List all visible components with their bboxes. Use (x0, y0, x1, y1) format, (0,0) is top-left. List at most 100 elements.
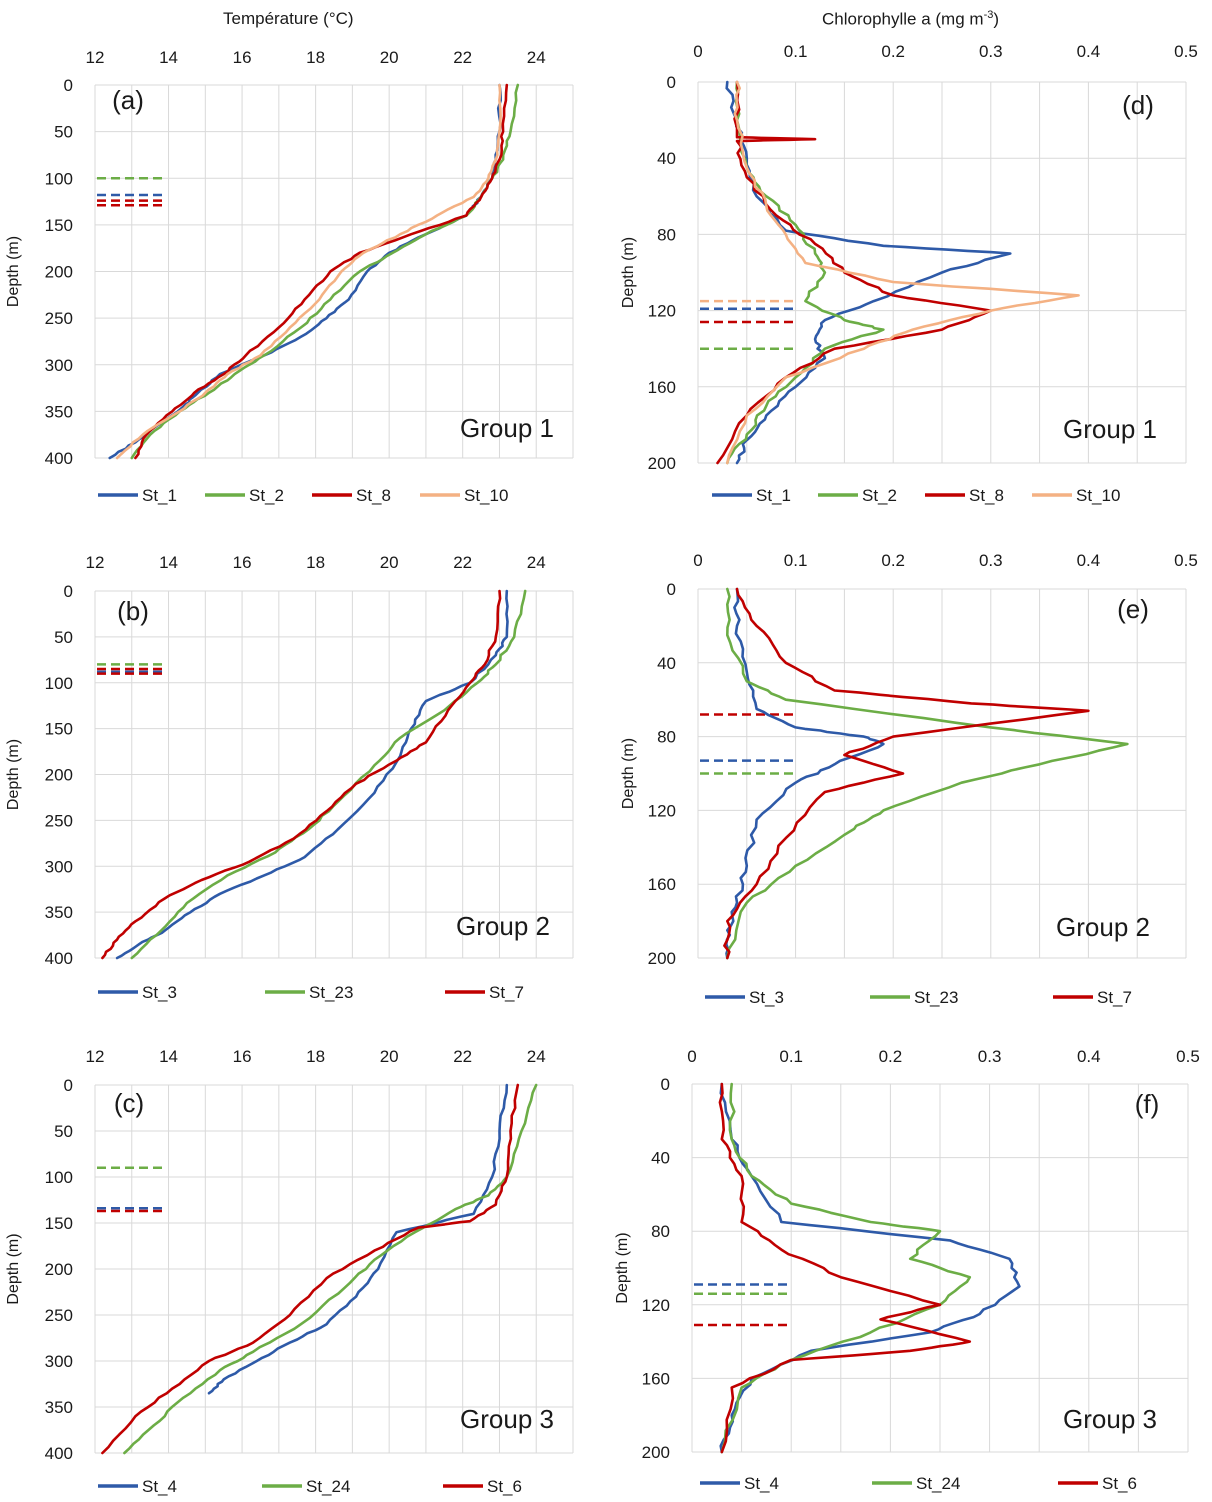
group-label: Group 3 (460, 1404, 554, 1434)
legend-item-st-23: St_23 (265, 983, 353, 1002)
legend-item-st-2: St_2 (818, 486, 897, 505)
x-tick-label: 20 (380, 553, 399, 572)
series-line-st-10 (115, 83, 502, 460)
x-tick-label: 22 (453, 553, 472, 572)
chlorophyll-axis-title: Chlorophylle a (mg m-3) (822, 9, 999, 30)
x-tick-label: 0 (687, 1047, 696, 1066)
legend-item-st-3: St_3 (98, 983, 177, 1002)
temperature-axis-title: Température (°C) (223, 9, 354, 28)
group-label: Group 2 (456, 911, 550, 941)
y-tick-label: 200 (648, 454, 676, 473)
y-tick-label: 150 (45, 720, 73, 739)
chlorophyll-title-sup: -3 (983, 9, 994, 21)
y-tick-label: 200 (642, 1443, 670, 1462)
x-tick-label: 12 (86, 553, 105, 572)
x-tick-label: 0 (693, 42, 702, 61)
series-line-st-24 (720, 1082, 972, 1454)
legend-item-st-24: St_24 (872, 1474, 960, 1493)
series-line-st-4 (719, 1082, 1021, 1454)
y-tick-label: 300 (45, 857, 73, 876)
y-tick-label: 120 (648, 801, 676, 820)
x-tick-label: 24 (527, 48, 546, 67)
x-tick-label: 0.3 (979, 551, 1003, 570)
y-tick-label: 200 (45, 1260, 73, 1279)
chlorophyll-title-prefix: Chlorophylle a (mg m (822, 9, 984, 29)
x-tick-label: 12 (86, 48, 105, 67)
y-tick-label: 80 (657, 728, 676, 747)
panel-c: 12 14 16 18 20 22 24 0 50 100 150 200 250 300 350 400 De… (5, 1047, 574, 1496)
legend-item-st-6: St_6 (443, 1477, 522, 1496)
legend-item-st-10: St_10 (420, 486, 508, 505)
x-tick-label: 0.3 (979, 42, 1003, 61)
series-line-st-6 (101, 1083, 520, 1455)
panel-label: (a) (112, 85, 144, 115)
x-tick-label: 20 (380, 48, 399, 67)
legend-item-st-6: St_6 (1058, 1474, 1137, 1493)
x-tick-label: 0.5 (1176, 1047, 1200, 1066)
series-line-st-3 (725, 587, 885, 960)
y-axis-title: Depth (m) (5, 236, 22, 307)
y-tick-label: 160 (648, 378, 676, 397)
x-tick-label: 24 (527, 1047, 546, 1066)
y-axis-title: Depth (m) (614, 1232, 631, 1303)
x-tick-label: 18 (306, 553, 325, 572)
series-line-st-1 (725, 80, 1012, 465)
y-tick-label: 300 (45, 356, 73, 375)
panel-f: 0 0.1 0.2 0.3 0.4 0.5 0 40 80 120 160 200 Depth (m) (… (614, 1047, 1200, 1493)
x-tick-label: 16 (233, 1047, 252, 1066)
legend-item-st-24: St_24 (262, 1477, 350, 1496)
series-line-st-4 (207, 1083, 509, 1395)
y-tick-label: 100 (45, 674, 73, 693)
y-tick-label: 350 (45, 1398, 73, 1417)
group-label: Group 3 (1063, 1404, 1157, 1434)
x-tick-label: 24 (527, 553, 546, 572)
x-tick-label: 16 (233, 48, 252, 67)
legend-label: St_3 (142, 983, 177, 1002)
legend-item-st-1: St_1 (712, 486, 791, 505)
x-tick-label: 0.2 (879, 1047, 903, 1066)
y-tick-label: 0 (661, 1075, 670, 1094)
legend-label: St_23 (914, 988, 958, 1007)
y-tick-label: 100 (45, 169, 73, 188)
series-line-st-6 (718, 1082, 972, 1454)
legend-item-st-1: St_1 (98, 486, 177, 505)
legend-item-st-4: St_4 (700, 1474, 779, 1493)
legend-label: St_6 (487, 1477, 522, 1496)
y-tick-label: 200 (648, 949, 676, 968)
x-tick-label: 0.1 (784, 42, 808, 61)
panel-a: 12 14 16 18 20 22 24 0 50 100 150 200 250 300 350 400 De… (5, 48, 574, 505)
y-tick-label: 50 (54, 123, 73, 142)
x-tick-label: 0.5 (1174, 42, 1198, 61)
panel-b: 12 14 16 18 20 22 24 0 50 100 150 200 250 300 350 400 De… (5, 553, 574, 1002)
x-tick-label: 22 (453, 1047, 472, 1066)
x-tick-label: 0.5 (1174, 551, 1198, 570)
legend-label: St_23 (309, 983, 353, 1002)
legend-item-st-3: St_3 (705, 988, 784, 1007)
legend-label: St_10 (464, 486, 508, 505)
x-tick-label: 0.4 (1077, 42, 1101, 61)
x-tick-label: 22 (453, 48, 472, 67)
y-tick-label: 400 (45, 949, 73, 968)
x-tick-label: 16 (233, 553, 252, 572)
series-line-st-3 (115, 589, 509, 960)
series-line-st-24 (123, 1083, 538, 1455)
y-tick-label: 160 (648, 875, 676, 894)
x-tick-label: 0.1 (779, 1047, 803, 1066)
x-tick-label: 20 (380, 1047, 399, 1066)
legend-label: St_8 (969, 486, 1004, 505)
y-tick-label: 120 (642, 1296, 670, 1315)
y-tick-label: 200 (45, 263, 73, 282)
legend-item-st-2: St_2 (205, 486, 284, 505)
panel-label: (c) (114, 1088, 144, 1118)
group-label: Group 1 (460, 413, 554, 443)
group-label: Group 2 (1056, 912, 1150, 942)
y-tick-label: 250 (45, 811, 73, 830)
x-tick-label: 14 (159, 48, 178, 67)
legend-item-st-8: St_8 (312, 486, 391, 505)
chlorophyll-title-suffix: ) (993, 9, 1000, 29)
legend-item-st-4: St_4 (98, 1477, 177, 1496)
panel-label: (b) (117, 596, 149, 626)
legend-label: St_4 (744, 1474, 779, 1493)
legend-label: St_2 (249, 486, 284, 505)
